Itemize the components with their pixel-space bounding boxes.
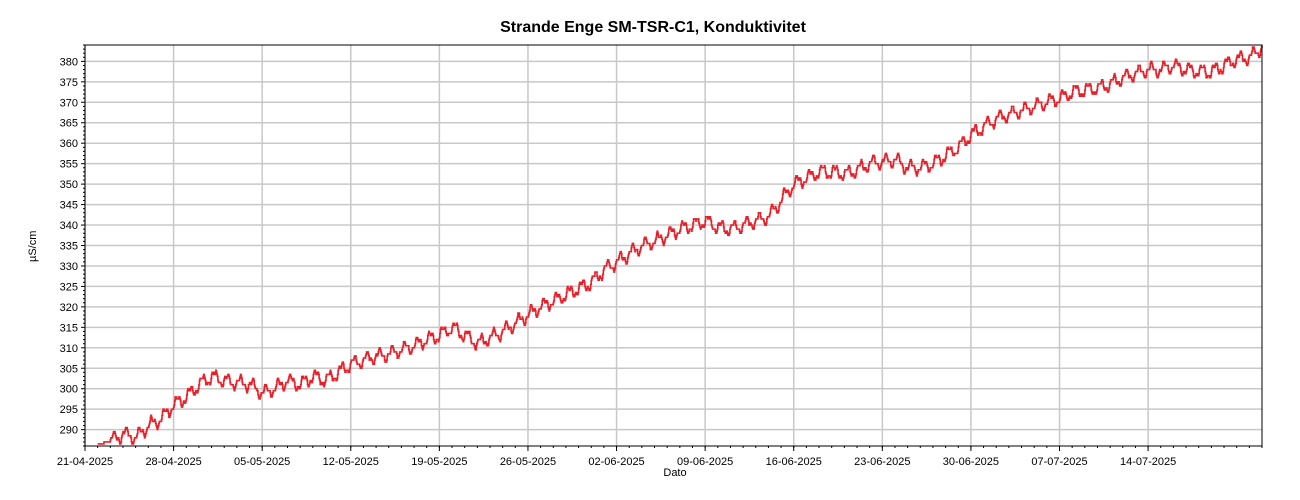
y-tick-label: 310	[60, 343, 78, 355]
y-tick-label: 350	[60, 179, 78, 191]
y-tick-label: 380	[60, 56, 78, 68]
y-tick-label: 355	[60, 159, 78, 171]
x-tick-label: 09-06-2025	[677, 456, 733, 468]
axis-layer: 290 295 300 305 310 315 320 325 330 335 340 345 350 3…	[57, 44, 1263, 468]
x-tick-label: 07-07-2025	[1031, 456, 1087, 468]
x-tick-label: 14-07-2025	[1120, 456, 1176, 468]
chart-title: Strande Enge SM-TSR-C1, Konduktivitet	[500, 19, 806, 36]
grid-layer	[84, 45, 1262, 446]
series-line	[97, 45, 1263, 445]
y-tick-label: 320	[60, 302, 78, 314]
x-tick-label: 05-05-2025	[234, 456, 290, 468]
x-tick-label: 26-05-2025	[500, 456, 556, 468]
y-tick-label: 325	[60, 281, 78, 293]
y-tick-label: 365	[60, 118, 78, 130]
y-tick-label: 370	[60, 97, 78, 109]
y-tick-label: 340	[60, 220, 78, 232]
x-tick-label: 02-06-2025	[588, 456, 644, 468]
y-tick-label: 375	[60, 77, 78, 89]
x-tick-label: 21-04-2025	[57, 456, 113, 468]
series-layer	[97, 45, 1263, 445]
x-tick-label: 19-05-2025	[411, 456, 467, 468]
x-tick-label: 23-06-2025	[854, 456, 910, 468]
x-tick-label: 30-06-2025	[943, 456, 999, 468]
x-tick-label: 12-05-2025	[323, 456, 379, 468]
y-tick-label: 290	[60, 425, 78, 437]
y-tick-label: 335	[60, 241, 78, 253]
y-tick-label: 300	[60, 384, 78, 396]
y-tick-label: 295	[60, 404, 78, 416]
x-tick-label: 16-06-2025	[766, 456, 822, 468]
y-tick-label: 305	[60, 363, 78, 375]
y-tick-label: 315	[60, 322, 78, 334]
y-tick-label: 345	[60, 200, 78, 212]
y-tick-label: 330	[60, 261, 78, 273]
x-axis-label: Dato	[663, 467, 687, 479]
x-tick-label: 28-04-2025	[145, 456, 201, 468]
y-tick-label: 360	[60, 138, 78, 150]
